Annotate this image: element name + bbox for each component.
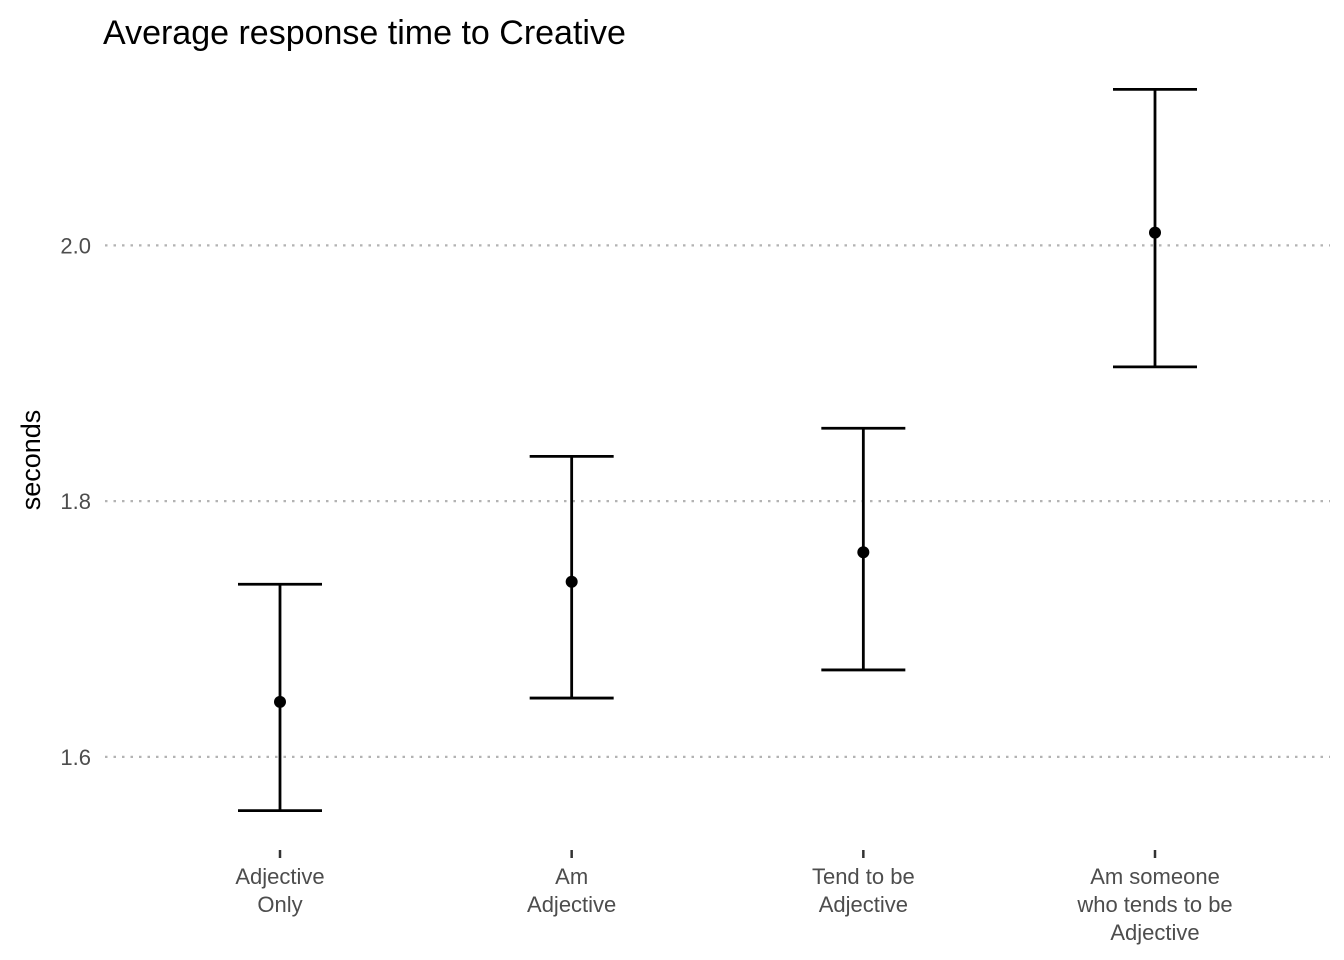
chart-title: Average response time to Creative xyxy=(103,14,626,52)
x-tick-label-line: Adjective xyxy=(1110,920,1199,945)
x-tick-label-line: Adjective xyxy=(235,864,324,889)
x-tick-label-line: Am someone xyxy=(1090,864,1220,889)
mean-point xyxy=(1149,226,1161,239)
x-tick-label: Tend to be Adjective xyxy=(812,864,915,917)
y-axis-ticks: 1.6 1.8 2.0 xyxy=(60,233,91,769)
y-axis-label: seconds xyxy=(16,410,46,511)
x-tick-label: Am Adjective xyxy=(527,864,616,917)
x-tick-label-line: Tend to be xyxy=(812,864,915,889)
gridlines xyxy=(105,244,1330,758)
x-tick-label-line: Only xyxy=(257,892,302,917)
x-tick-label: Am someone who tends to be Adjective xyxy=(1076,864,1232,945)
y-tick-label: 2.0 xyxy=(60,233,91,258)
x-tick-label-line: Adjective xyxy=(819,892,908,917)
y-tick-label: 1.6 xyxy=(60,745,91,770)
x-tick-label-line: who tends to be xyxy=(1076,892,1232,917)
mean-point xyxy=(565,575,578,588)
mean-point xyxy=(857,546,870,559)
data-marks xyxy=(238,88,1197,812)
x-tick-label-line: Am xyxy=(555,864,588,889)
mean-point xyxy=(274,695,286,708)
x-tick-label-line: Adjective xyxy=(527,892,616,917)
y-tick-label: 1.8 xyxy=(60,489,91,514)
x-axis-ticks: Adjective Only Am Adjective Tend to be Adject… xyxy=(235,850,1233,945)
x-tick-label: Adjective Only xyxy=(235,864,324,917)
